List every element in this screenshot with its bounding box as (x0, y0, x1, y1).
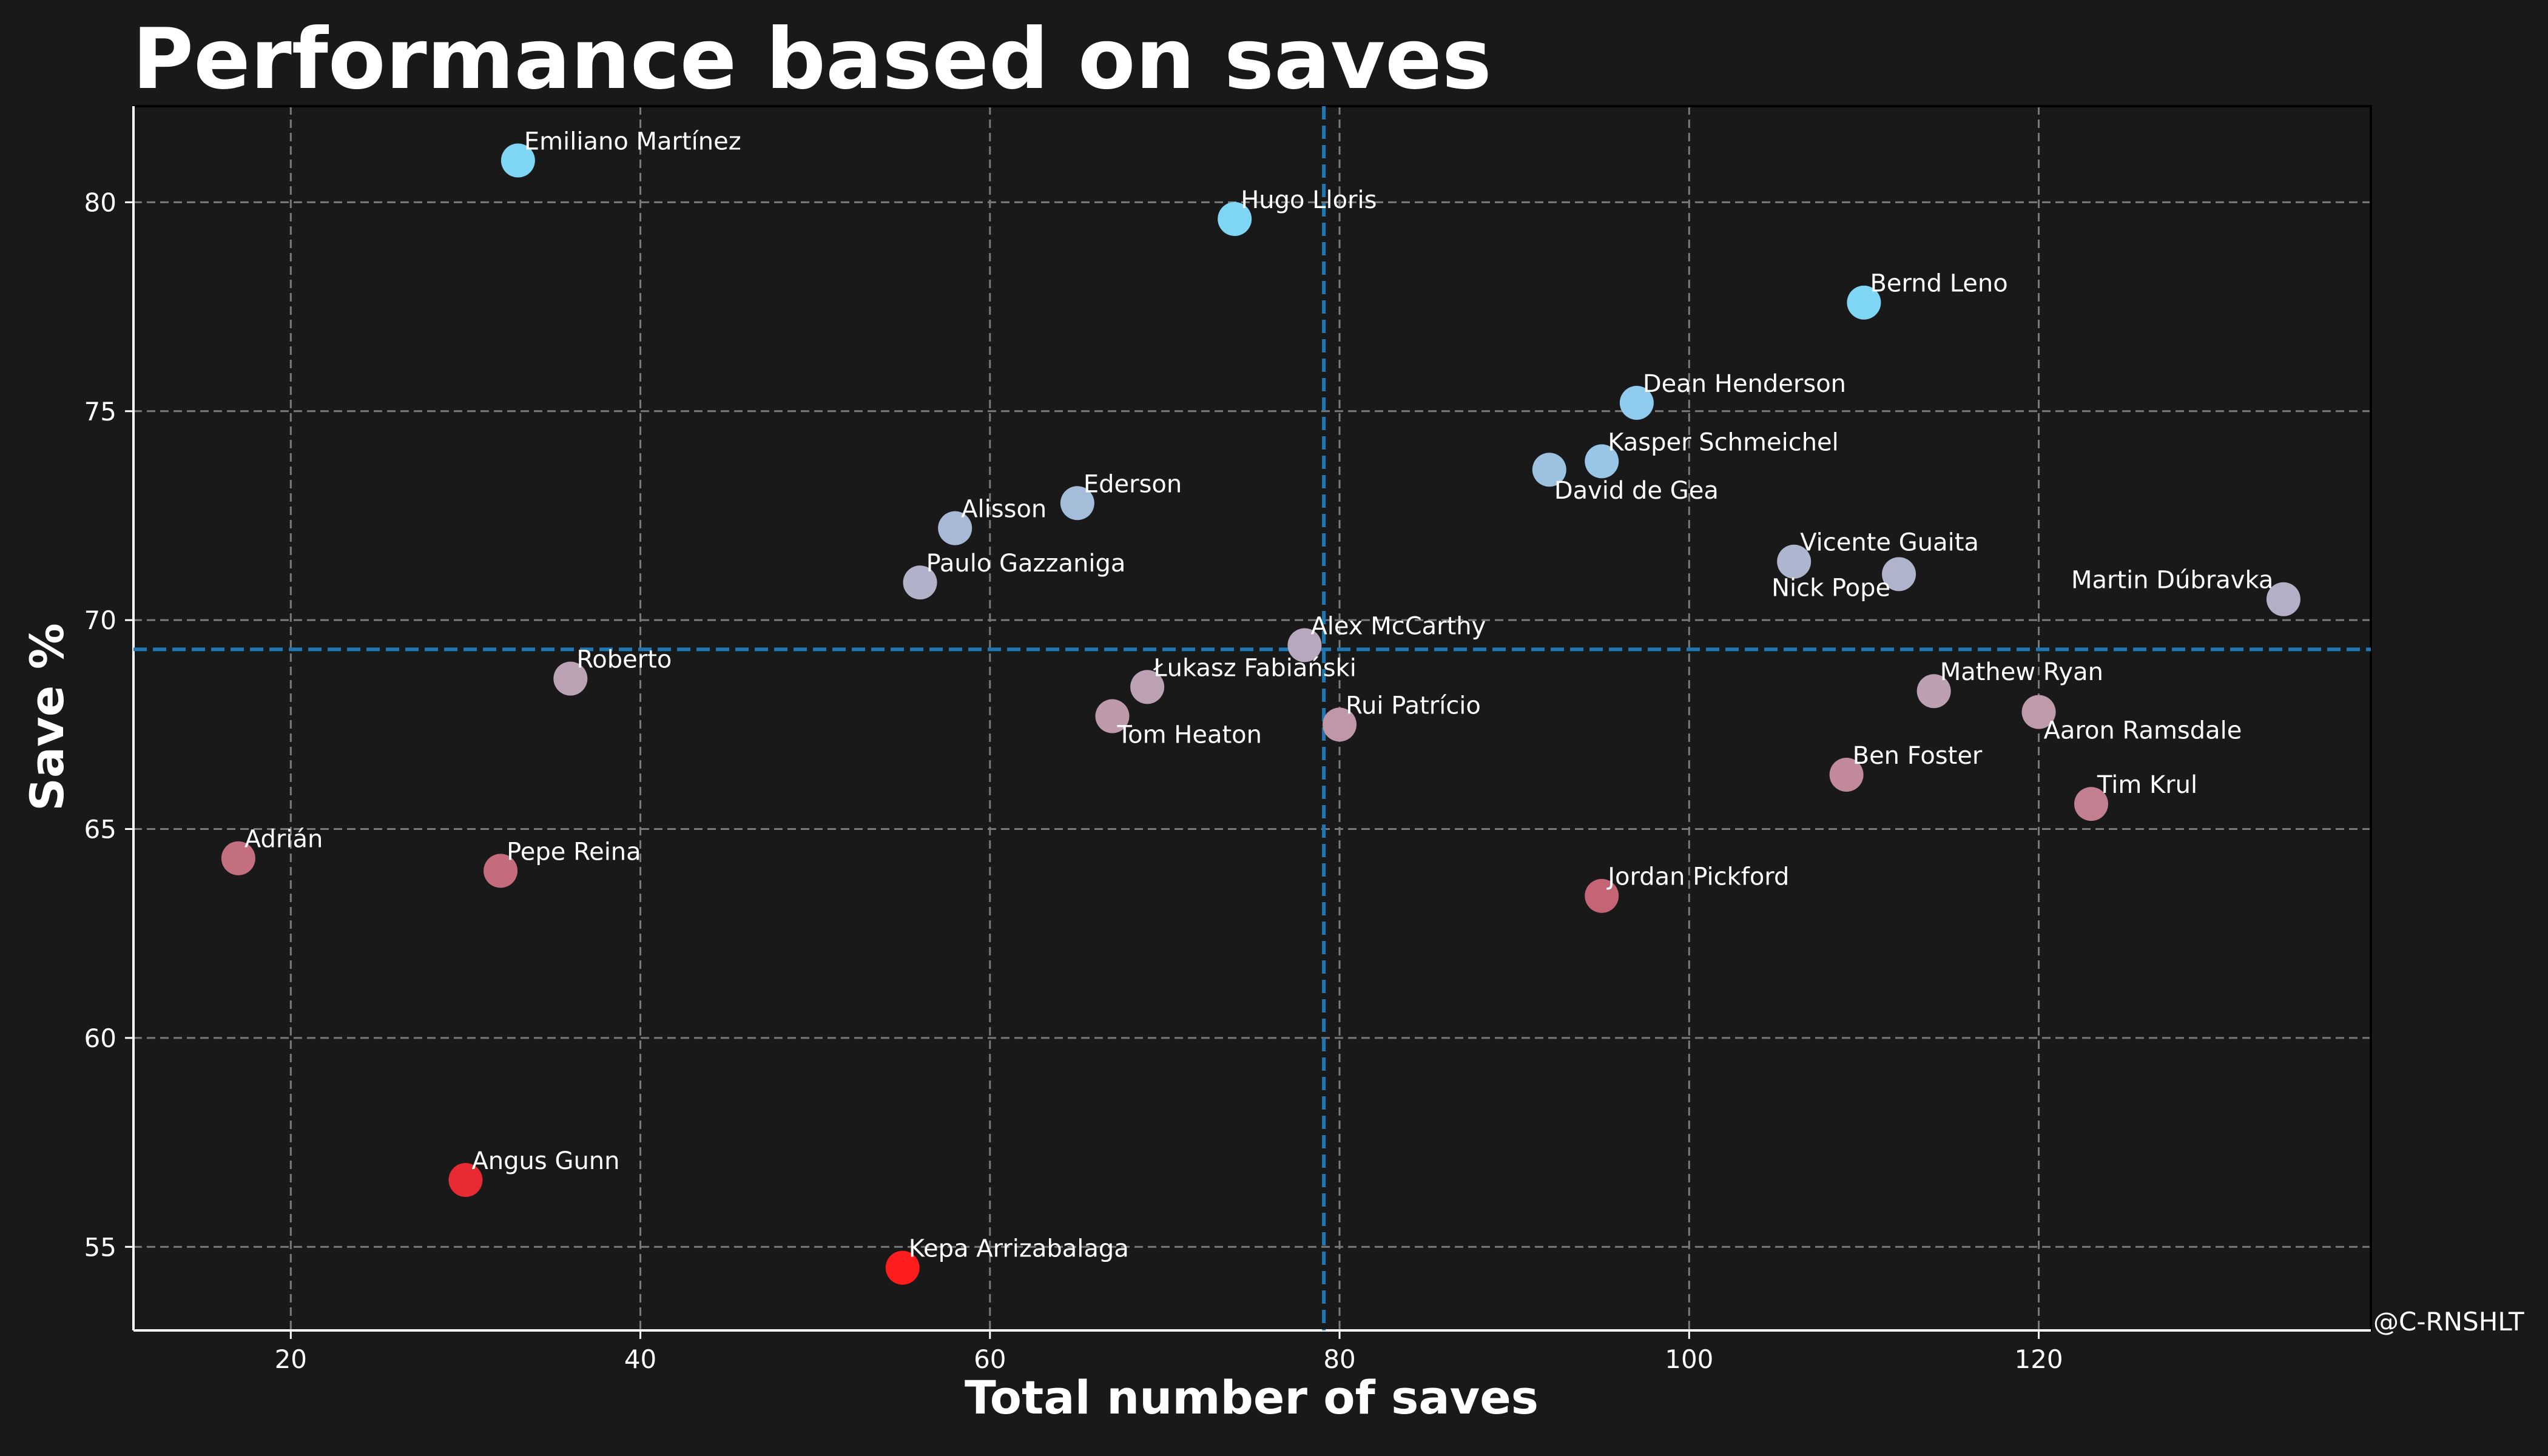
point-label: Emiliano Martínez (524, 128, 741, 156)
point-label: Alex McCarthy (1310, 612, 1486, 640)
data-point (1585, 444, 1619, 479)
data-point (2021, 695, 2056, 729)
y-tick-label: 75 (84, 397, 116, 426)
data-point (903, 565, 937, 600)
x-axis-label: Total number of saves (965, 1370, 1539, 1424)
point-label: Rui Patrício (1346, 692, 1481, 720)
data-point (1060, 486, 1094, 521)
data-point (1619, 386, 1654, 420)
data-point (1130, 670, 1165, 704)
point-label: Nick Pope (1771, 574, 1890, 602)
point-label: Bernd Leno (1870, 270, 2007, 298)
data-point (1882, 557, 1916, 592)
y-axis-label: Save % (20, 623, 74, 811)
point-label: Ederson (1084, 470, 1182, 498)
point-label: Vicente Guaita (1800, 529, 1979, 557)
point-label: Łukasz Fabiański (1153, 654, 1357, 682)
y-tick-label: 70 (84, 605, 116, 635)
y-tick-label: 55 (84, 1232, 116, 1262)
point-label: Jordan Pickford (1606, 863, 1789, 891)
point-label: Alisson (961, 496, 1046, 524)
point-label: Mathew Ryan (1940, 658, 2103, 686)
point-label: Kasper Schmeichel (1608, 428, 1839, 456)
point-label: Paulo Gazzaniga (926, 550, 1126, 578)
data-point (221, 841, 255, 875)
x-tick-label: 80 (1323, 1344, 1355, 1374)
data-point (938, 511, 972, 545)
x-tick-label: 60 (974, 1344, 1006, 1374)
y-tick-label: 60 (84, 1023, 116, 1053)
point-label: Dean Henderson (1643, 370, 1846, 398)
x-tick-label: 20 (275, 1344, 307, 1374)
plot-area: 20 40 60 80 100 120 55 60 65 70 75 80 Emiliano Martí… (84, 105, 2372, 1374)
point-label: Aaron Ramsdale (2044, 717, 2242, 745)
data-point (1829, 757, 1864, 792)
data-point (2266, 582, 2300, 616)
data-point (553, 661, 588, 696)
x-tick-label: 120 (2014, 1344, 2063, 1374)
data-point (1585, 878, 1619, 913)
y-tick-label: 80 (84, 187, 116, 217)
point-label: Martin Dúbravka (2071, 567, 2273, 595)
point-label: Ben Foster (1853, 742, 1983, 770)
data-point (484, 854, 518, 888)
data-point (1532, 453, 1566, 487)
x-tick-label: 40 (624, 1344, 656, 1374)
data-point (448, 1163, 483, 1198)
chart-title: Performance based on saves (132, 10, 1492, 108)
point-label: Kepa Arrizabalaga (909, 1235, 1129, 1263)
point-label: Tim Krul (2097, 771, 2197, 799)
point-label: Pepe Reina (507, 838, 641, 866)
data-point (885, 1250, 920, 1285)
data-point (500, 143, 535, 178)
point-label: Angus Gunn (471, 1147, 619, 1175)
data-point (1777, 544, 1812, 579)
data-point (1095, 699, 1130, 733)
data-point (1916, 674, 1951, 709)
data-point (1218, 201, 1252, 236)
credit-text: @C-RNSHLT (2373, 1307, 2524, 1336)
data-point (1323, 707, 1357, 742)
point-label: Adrián (244, 826, 323, 854)
data-point (1847, 285, 1881, 320)
point-label: Hugo Lloris (1241, 186, 1377, 214)
data-point (1287, 628, 1322, 662)
x-tick-label: 100 (1665, 1344, 1713, 1374)
point-label: David de Gea (1554, 477, 1719, 505)
data-point (2074, 787, 2108, 821)
point-label: Tom Heaton (1117, 721, 1262, 749)
point-label: Roberto (576, 646, 672, 674)
y-tick-label: 65 (84, 815, 116, 844)
